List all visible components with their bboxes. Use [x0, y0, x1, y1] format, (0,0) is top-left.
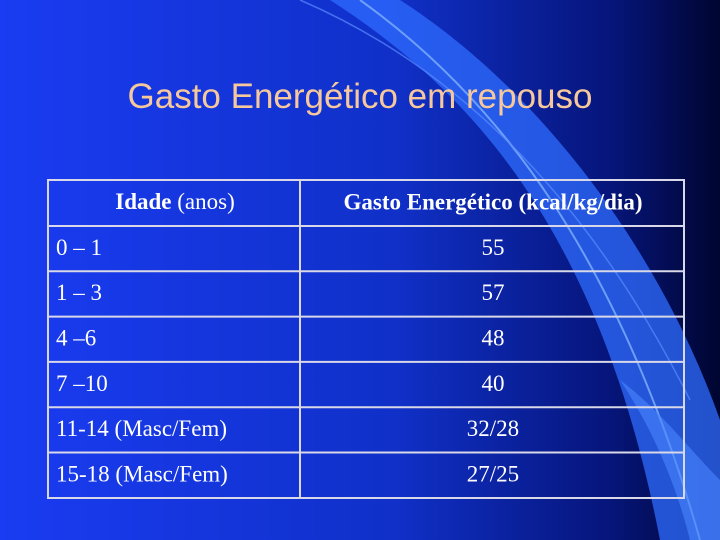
energy-cell: 27/25: [467, 461, 519, 486]
header-energy: Gasto Energético (kcal/kg/dia): [344, 189, 643, 214]
age-cell: 11-14 (Masc/Fem): [56, 416, 227, 441]
energy-cell: 48: [482, 326, 505, 351]
energy-cell: 57: [482, 280, 505, 305]
age-cell: 0 – 1: [56, 235, 102, 260]
table: Idade (anos) Gasto Energético (kcal/kg/d…: [47, 179, 685, 499]
age-cell: 4 –6: [56, 326, 96, 351]
energy-cell: 40: [482, 371, 505, 396]
age-cell: 15-18 (Masc/Fem): [56, 461, 228, 486]
decor-swoosh: [620, 380, 720, 540]
table-border: [47, 179, 685, 499]
energy-cell: 55: [482, 235, 505, 260]
age-cell: 7 –10: [56, 371, 108, 396]
header-age-unit: (anos): [177, 189, 234, 214]
slide-title: Gasto Energético em repouso: [128, 77, 593, 116]
energy-cell: 32/28: [467, 416, 519, 441]
age-cell: 1 – 3: [56, 280, 102, 305]
decor-curve: [299, 0, 691, 401]
header-age-bold: Idade: [115, 189, 171, 214]
header-age: Idade (anos): [115, 189, 234, 214]
